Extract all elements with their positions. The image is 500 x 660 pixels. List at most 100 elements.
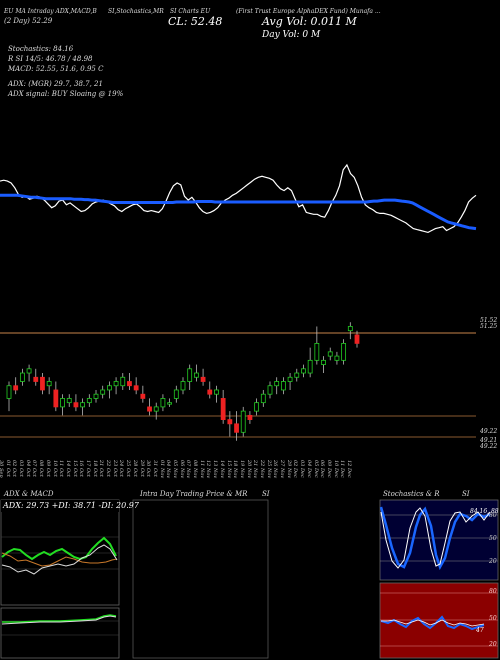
header-line2-left: (2 Day) 52.29 <box>4 17 53 25</box>
price-ma-line-chart <box>0 163 477 234</box>
rsi-value: R SI 14/5: 46.78 / 48.98 <box>8 55 93 63</box>
header-line1-sym: SI,Stochastics,MR <box>108 8 164 15</box>
candle-up <box>160 398 166 408</box>
adx-signal: ADX signal: BUY Sloaing @ 19% <box>8 90 124 98</box>
candle-up <box>100 389 106 395</box>
candle-down <box>40 376 45 391</box>
candle-up <box>19 372 25 382</box>
candle-up <box>167 402 173 405</box>
stoch-white-line <box>380 507 491 569</box>
candle-down <box>140 393 146 399</box>
stochastics-value: Stochastics: 84.16 <box>8 45 74 53</box>
header-line1-left: EU MA Intraday ADX,MACD,B <box>4 8 97 15</box>
day-volume: Day Vol: 0 M <box>262 30 321 40</box>
candle-up <box>301 368 306 374</box>
candle-down <box>234 423 239 433</box>
intraday-panel <box>132 499 269 659</box>
candle-up <box>193 372 199 378</box>
stoch-panel-title: Stochastics & R <box>383 490 440 498</box>
price-label-3: 49.22 <box>480 428 498 435</box>
candle-up <box>86 398 92 404</box>
price-line <box>0 163 477 234</box>
candle-up <box>66 398 72 404</box>
rsi-tick-20: 20 <box>489 641 497 648</box>
adx-panel-title: ADX & MACD <box>4 490 54 498</box>
adx-green-line <box>1 536 117 561</box>
candles-group <box>6 322 360 441</box>
candle-down <box>220 398 226 420</box>
adx-value: ADX: (MGR) 29.7, 38.7, 21 <box>8 80 103 88</box>
candle-up <box>260 393 266 404</box>
candle-up <box>347 326 353 332</box>
rsi-tick-50: 50 <box>489 615 497 622</box>
candle-up <box>334 355 340 361</box>
stoch-panel-si: SI <box>462 490 470 498</box>
close-label: CL: 52.48 <box>168 15 223 28</box>
candle-up <box>187 368 193 382</box>
adx-orange-line <box>1 552 118 567</box>
candle-down <box>247 414 253 421</box>
candle-up <box>341 342 347 361</box>
candle-up <box>254 402 260 412</box>
price-label-1: 51.52 <box>480 317 498 324</box>
adx-values: ADX: 29.73 +DI: 38.71 -DI: 20.97 <box>3 501 139 510</box>
macd-white-line <box>1 615 117 625</box>
candle-down <box>127 381 132 387</box>
candle-up <box>314 342 320 361</box>
macd-value: MACD: 52.55, 51.6, 0.95 C <box>8 65 104 73</box>
rsi-white-line <box>381 619 485 627</box>
adx-values-bg <box>1 500 119 512</box>
header-line1-right: (First Trust Europe AlphaDEX Fund) Munaf… <box>236 8 381 15</box>
candle-up <box>6 385 12 399</box>
stoch-tick-80: 80 <box>489 512 497 519</box>
candle-up <box>274 381 280 387</box>
candle-down <box>147 406 152 412</box>
adx-white-line <box>1 544 118 575</box>
price-label-2: 51.25 <box>480 323 498 330</box>
candle-up <box>214 389 219 395</box>
candle-down <box>133 385 139 391</box>
candle-up <box>240 410 246 433</box>
avg-volume: Avg Vol: 0.011 M <box>262 15 357 28</box>
candle-down <box>33 376 39 382</box>
candle-up <box>93 393 99 399</box>
header-line1-mid: SI Charts EU <box>170 8 211 15</box>
candle-down <box>207 389 213 395</box>
candle-up <box>321 359 326 365</box>
candle-up <box>106 385 112 391</box>
macd-green-line <box>2 614 117 623</box>
candle-down <box>73 402 79 408</box>
candle-up <box>180 381 186 391</box>
candle-up <box>294 372 300 378</box>
candle-up <box>46 381 52 387</box>
candle-down <box>53 389 59 408</box>
stoch-tick-20: 20 <box>489 558 497 565</box>
price-label-4: 49.21 <box>480 437 498 444</box>
stoch-value-label: 84.16, 88 <box>470 508 499 515</box>
rsi-blue-line <box>380 615 485 631</box>
candle-up <box>287 376 293 382</box>
candle-up <box>153 406 159 412</box>
macd-panel <box>0 607 120 659</box>
candle-up <box>60 398 65 408</box>
intra-panel-si: SI <box>262 490 270 498</box>
candle-down <box>227 419 233 425</box>
candle-up <box>307 359 313 374</box>
candle-up <box>120 376 126 387</box>
moving-average-line <box>0 193 477 231</box>
candlestick-chart <box>0 322 476 441</box>
candle-down <box>200 376 206 382</box>
candle-down <box>354 334 360 344</box>
candle-up <box>113 381 119 387</box>
candle-up <box>26 368 32 374</box>
candle-up <box>173 389 179 399</box>
candle-down <box>13 385 19 391</box>
stoch-tick-50: 50 <box>489 535 497 542</box>
candle-up <box>327 351 333 357</box>
price-label-5: 49.22 <box>480 443 498 450</box>
candle-up <box>280 381 286 391</box>
rsi-tick-80: 80 <box>489 588 497 595</box>
candle-up <box>267 385 273 395</box>
rsi-value-label: 47 <box>476 627 484 634</box>
